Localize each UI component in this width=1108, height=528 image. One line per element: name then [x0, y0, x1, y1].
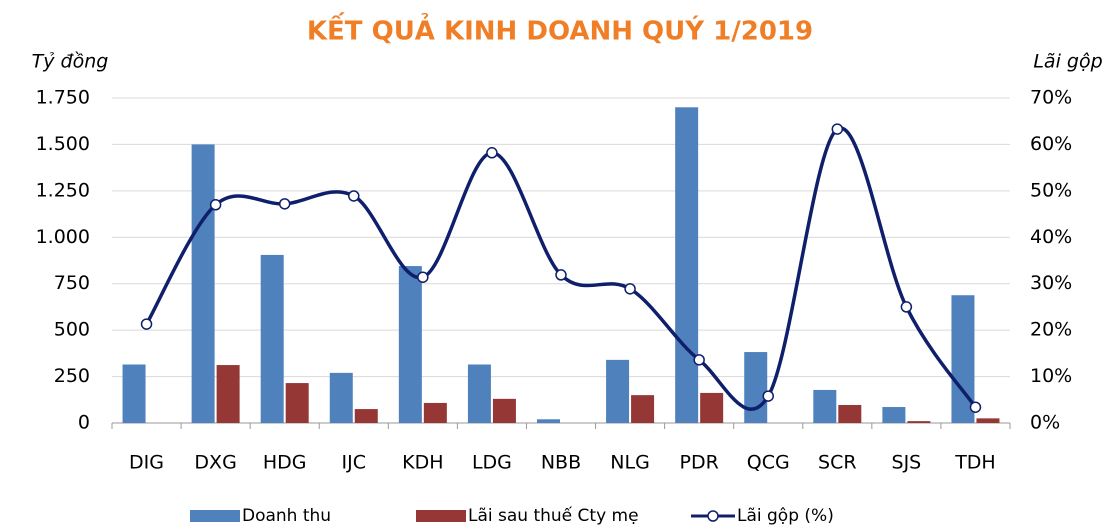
x-tick-label: NBB [541, 452, 581, 474]
bar [191, 144, 215, 423]
bar [354, 409, 378, 423]
x-tick-label: PDR [680, 452, 719, 474]
point [831, 123, 844, 135]
line [145, 126, 977, 411]
y-tick-label: 500 [54, 319, 90, 341]
y2-tick-label: 70% [1030, 87, 1072, 109]
point [417, 271, 429, 283]
y2-tick-label: 50% [1030, 179, 1072, 201]
point [969, 401, 982, 413]
bar [492, 398, 516, 423]
legend-label: Lãi gộp (%) [737, 506, 834, 526]
point [693, 354, 705, 366]
point [624, 283, 636, 295]
y2-axis-title: Lãi gộp [1033, 51, 1102, 73]
point [278, 198, 291, 210]
bar [838, 404, 862, 423]
legend-swatch [707, 510, 719, 522]
legend-label: Lãi sau thuế Cty mẹ [468, 505, 639, 526]
y-tick-label: 1.250 [36, 179, 90, 201]
y-tick-label: 0 [78, 412, 90, 434]
x-tick-label: TDH [954, 452, 996, 474]
point [486, 147, 498, 159]
point [209, 199, 222, 211]
x-tick-label: DIG [129, 452, 164, 474]
bar [744, 352, 768, 423]
point [555, 269, 567, 281]
bar [329, 372, 353, 423]
x-tick-label: KDH [402, 452, 443, 474]
y2-tick-label: 60% [1030, 133, 1072, 155]
bar [700, 392, 724, 423]
y2-tick-label: 10% [1030, 365, 1072, 387]
bar [467, 364, 491, 423]
y2-tick-label: 30% [1030, 272, 1072, 294]
bar [631, 395, 655, 423]
y-tick-label: 750 [54, 272, 90, 294]
legend-label: Doanh thu [242, 506, 331, 526]
bar [813, 389, 837, 423]
point [900, 301, 913, 313]
bar [882, 407, 906, 423]
y-tick-label: 250 [54, 365, 90, 387]
x-tick-label: QCG [747, 452, 790, 474]
bar [216, 365, 240, 423]
y2-tick-label: 0% [1030, 412, 1060, 434]
point [348, 190, 360, 202]
x-tick-label: LDG [472, 452, 512, 474]
bar [951, 295, 975, 423]
y-tick-label: 1.500 [36, 133, 90, 155]
chart-title: KẾT QUẢ KINH DOANH QUÝ 1/2019 [307, 12, 813, 47]
x-tick-label: SCR [818, 452, 857, 474]
bar [285, 383, 309, 423]
x-tick-label: IJC [342, 452, 366, 474]
bar [976, 418, 1000, 423]
bar [606, 359, 630, 423]
y2-tick-label: 20% [1030, 319, 1072, 341]
y-axis-title: Tỷ đồng [32, 51, 109, 73]
bar [907, 421, 931, 423]
y2-tick-label: 40% [1030, 226, 1072, 248]
legend-swatch [190, 510, 240, 522]
bar [260, 254, 284, 423]
y-tick-label: 1.000 [36, 226, 90, 248]
point [140, 318, 153, 330]
x-tick-label: HDG [263, 452, 307, 474]
y-tick-label: 1.750 [36, 87, 90, 109]
x-tick-label: SJS [892, 452, 922, 474]
bar [423, 402, 447, 423]
bar [398, 266, 422, 423]
bar [537, 419, 560, 423]
x-tick-label: NLG [610, 452, 650, 474]
legend-swatch [416, 510, 466, 522]
bar [122, 364, 146, 423]
bar [675, 107, 699, 424]
x-tick-label: DXG [194, 452, 236, 474]
point [762, 390, 774, 402]
